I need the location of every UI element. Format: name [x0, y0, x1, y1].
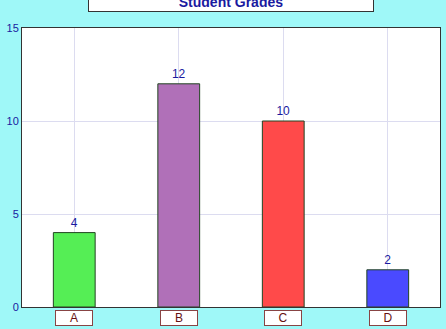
svg-text:5: 5	[13, 208, 19, 220]
svg-text:C: C	[279, 312, 288, 324]
svg-text:4: 4	[71, 216, 78, 230]
svg-text:A: A	[70, 312, 78, 324]
svg-text:10: 10	[7, 115, 19, 127]
svg-text:2: 2	[384, 253, 391, 267]
svg-text:15: 15	[7, 22, 19, 34]
svg-text:0: 0	[13, 301, 19, 313]
svg-text:B: B	[175, 312, 183, 324]
svg-text:D: D	[384, 312, 393, 324]
svg-text:10: 10	[276, 104, 290, 118]
svg-text:12: 12	[172, 67, 186, 81]
svg-text:Student Grades: Student Grades	[179, 0, 283, 10]
